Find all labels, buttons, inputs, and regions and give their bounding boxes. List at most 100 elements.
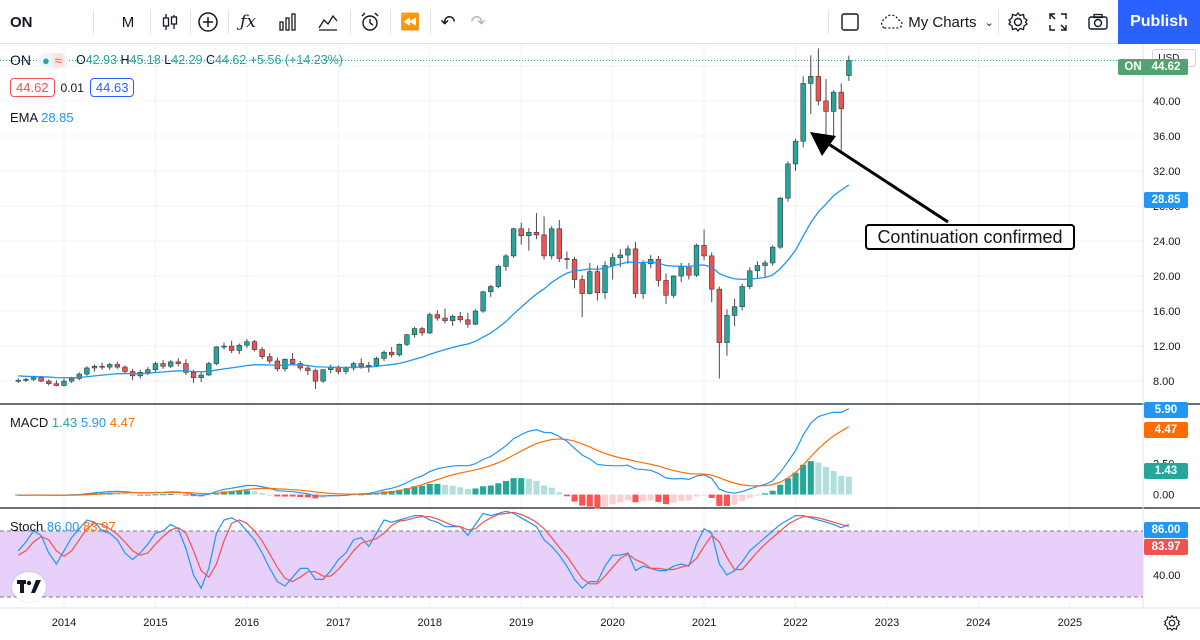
macd-signal-value: 4.47 bbox=[109, 415, 136, 430]
macd-histogram-bar bbox=[266, 494, 273, 496]
macd-histogram-bar bbox=[510, 478, 517, 495]
candle-body bbox=[15, 379, 21, 382]
macd-histogram-bar bbox=[845, 476, 852, 495]
macd-histogram-bar bbox=[91, 492, 98, 495]
ema-price-tag: 28.85 bbox=[1144, 192, 1188, 208]
candle-body bbox=[792, 140, 799, 165]
fullscreen-icon[interactable] bbox=[1042, 0, 1074, 44]
macd-histogram-bar bbox=[640, 494, 647, 502]
candle-body bbox=[510, 228, 517, 257]
replay-icon[interactable]: ⏪ bbox=[400, 14, 420, 31]
layout-square-icon[interactable] bbox=[834, 0, 866, 44]
main-legend: ON ● ≈ O42.93 H45.18 L42.29 C44.62 +5.56… bbox=[10, 52, 343, 68]
macd-histogram-bar bbox=[403, 488, 410, 495]
camera-icon[interactable] bbox=[1082, 0, 1114, 44]
legend-change: +5.56 (+14.23%) bbox=[249, 53, 343, 67]
macd-histogram-bar bbox=[190, 494, 197, 497]
macd-histogram-bar bbox=[830, 470, 837, 495]
price-axis-label: 16.00 bbox=[1153, 306, 1181, 318]
cloud-icon bbox=[881, 14, 903, 29]
macd-histogram-bar bbox=[617, 494, 624, 503]
candle-body bbox=[503, 255, 509, 267]
tradingview-logo[interactable] bbox=[12, 572, 46, 602]
ask-price[interactable]: 44.63 bbox=[89, 78, 135, 97]
candle-body bbox=[122, 366, 128, 372]
candle-body bbox=[693, 245, 700, 276]
legend-status-pills[interactable]: ● ≈ bbox=[39, 52, 68, 68]
candle-body bbox=[236, 344, 242, 351]
scale-settings-gear-icon[interactable] bbox=[1160, 612, 1184, 634]
candle-body bbox=[701, 245, 707, 257]
stoch-d-value: 83.97 bbox=[83, 519, 116, 534]
publish-button[interactable]: Publish bbox=[1118, 0, 1200, 44]
macd-histogram-bar bbox=[426, 483, 433, 495]
bar-chart-icon[interactable] bbox=[272, 0, 304, 44]
chevron-down-icon: ⌄ bbox=[984, 16, 994, 29]
candle-body bbox=[91, 365, 98, 369]
price-axis-label: 24.00 bbox=[1153, 236, 1181, 248]
legend-close-label: C bbox=[206, 53, 216, 67]
symbol-search-button[interactable]: ON bbox=[10, 13, 33, 31]
stoch-band bbox=[0, 531, 1143, 597]
redo-icon[interactable]: ↷ bbox=[470, 11, 486, 32]
macd-hist-tag: 1.43 bbox=[1144, 463, 1188, 479]
candle-body bbox=[411, 328, 418, 336]
market-open-dot-icon: ● bbox=[42, 52, 50, 68]
top-toolbar: ON M ƒx ⏪ ↶ ↷ My Charts ⌄ Publish bbox=[0, 0, 1200, 44]
candle-body bbox=[480, 291, 486, 312]
bid-price[interactable]: 44.62 bbox=[10, 78, 55, 97]
indicators-fx-icon[interactable]: ƒx bbox=[240, 12, 256, 32]
interval-button[interactable]: M bbox=[121, 13, 135, 31]
time-axis-label: 2015 bbox=[143, 617, 167, 629]
candle-body bbox=[228, 345, 235, 351]
candle-body bbox=[449, 316, 456, 321]
undo-icon[interactable]: ↶ bbox=[440, 11, 456, 32]
candle-body bbox=[23, 379, 29, 381]
my-charts-button[interactable]: My Charts ⌄ bbox=[874, 0, 998, 44]
candle-body bbox=[640, 263, 646, 294]
annotation-callout[interactable]: Continuation confirmed bbox=[865, 224, 1075, 250]
candle-body bbox=[587, 271, 593, 294]
compare-plus-icon[interactable] bbox=[192, 0, 224, 44]
candle-body bbox=[114, 364, 121, 368]
macd-histogram-bar bbox=[754, 494, 761, 496]
macd-histogram-bar bbox=[15, 494, 22, 496]
alarm-clock-icon[interactable] bbox=[354, 0, 386, 44]
price-axis-label: 40.00 bbox=[1153, 96, 1181, 108]
candle-body bbox=[571, 259, 578, 280]
gear-icon[interactable] bbox=[1002, 0, 1034, 44]
candle-body bbox=[655, 259, 662, 281]
ema-legend: EMA 28.85 bbox=[10, 110, 74, 125]
candle-body bbox=[145, 369, 151, 373]
candle-body bbox=[289, 358, 296, 364]
candle-body bbox=[152, 363, 159, 371]
macd-histogram-bar bbox=[396, 489, 403, 495]
macd-histogram-bar bbox=[419, 485, 426, 495]
macd-histogram-bar bbox=[586, 494, 593, 507]
stoch-axis-label: 40.00 bbox=[1153, 570, 1181, 582]
candle-body bbox=[556, 228, 562, 259]
macd-line-tag: 5.90 bbox=[1144, 402, 1188, 418]
candle-body bbox=[770, 246, 776, 264]
macd-histogram-bar bbox=[556, 492, 563, 495]
annotation-arrow-head bbox=[810, 132, 836, 156]
macd-histogram-bar bbox=[243, 490, 250, 495]
candle-body bbox=[61, 380, 67, 386]
macd-histogram-bar bbox=[464, 488, 471, 495]
templates-chart-icon[interactable] bbox=[312, 0, 344, 44]
legend-close: 44.62 bbox=[215, 53, 247, 67]
macd-histogram-bar bbox=[121, 493, 129, 495]
candle-body bbox=[777, 197, 783, 248]
toolbar-divider bbox=[430, 10, 431, 34]
candles-icon[interactable] bbox=[154, 0, 186, 44]
candle-body bbox=[716, 288, 722, 343]
candle-body bbox=[350, 363, 357, 369]
macd-histogram-bar bbox=[350, 494, 357, 496]
chevron-down-icon: ⌄ bbox=[1181, 52, 1190, 64]
candle-body bbox=[785, 163, 791, 199]
macd-histogram-bar bbox=[228, 491, 235, 495]
candle-body bbox=[107, 364, 113, 368]
candle-body bbox=[221, 345, 227, 348]
candle-body bbox=[549, 228, 555, 257]
